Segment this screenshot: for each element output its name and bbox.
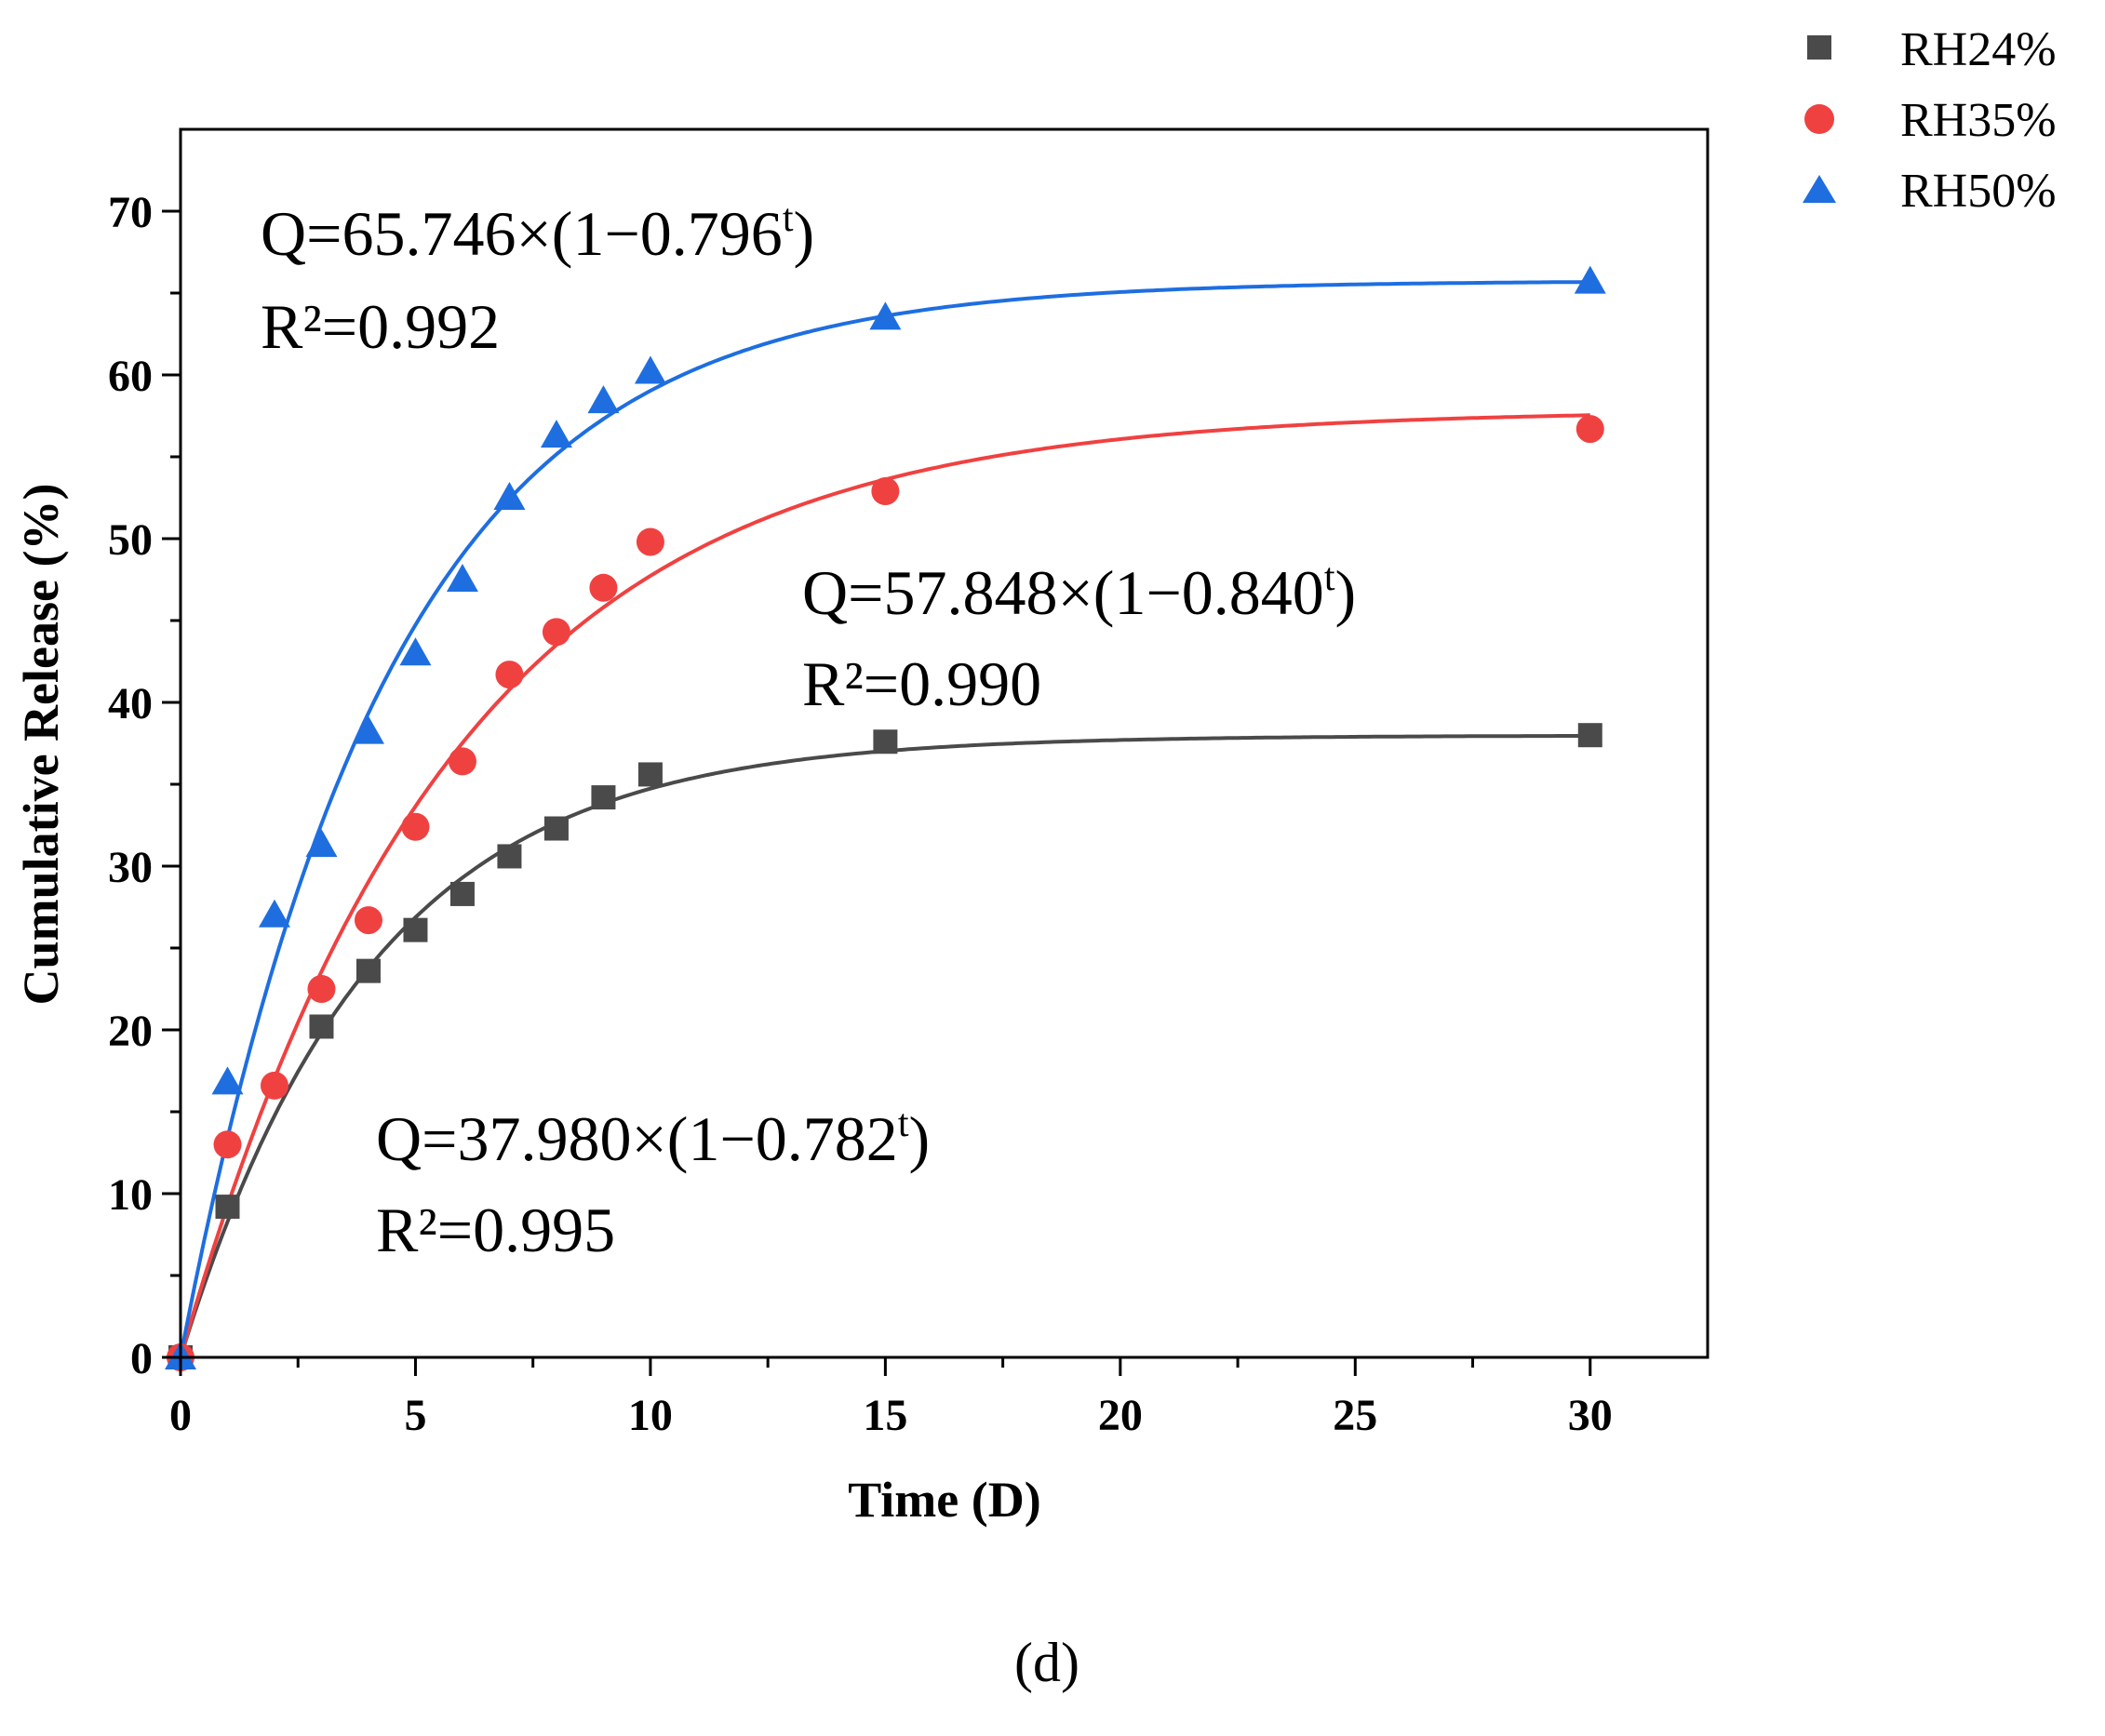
data-points — [165, 265, 1606, 1371]
legend-item-rh24: RH24% — [1807, 23, 2057, 76]
data-point-rh24 — [1577, 723, 1602, 748]
y-tick-label: 30 — [108, 843, 153, 892]
x-tick-label: 20 — [1098, 1391, 1143, 1440]
y-tick-label: 40 — [108, 679, 153, 728]
svg-text:Q=57.848×(1−0.840t): Q=57.848×(1−0.840t) — [802, 556, 1356, 628]
svg-text:Q=37.980×(1−0.782t): Q=37.980×(1−0.782t) — [376, 1102, 930, 1174]
y-tick-label: 10 — [108, 1170, 153, 1220]
data-point-rh35 — [495, 661, 524, 689]
data-point-rh35 — [401, 812, 430, 841]
svg-text:RH35%: RH35% — [1900, 94, 2057, 147]
data-point-rh50 — [587, 385, 620, 414]
svg-text:RH24%: RH24% — [1900, 23, 2057, 76]
y-axis-title: Cumulative Release (%) — [13, 484, 69, 1006]
data-point-rh24 — [355, 958, 381, 983]
data-point-rh50 — [446, 564, 478, 592]
y-axis-ticks: 0 10 20 30 40 50 60 70 — [108, 188, 181, 1383]
data-point-rh24 — [497, 844, 522, 869]
data-point-rh35 — [213, 1130, 242, 1159]
panel-label: (d) — [1014, 1632, 1079, 1693]
legend-marker-circle-icon — [1804, 104, 1834, 134]
legend-marker-triangle-icon — [1803, 175, 1836, 203]
svg-text:R²=0.995: R²=0.995 — [376, 1195, 615, 1265]
data-point-rh35 — [636, 527, 664, 556]
data-point-rh35 — [542, 618, 570, 647]
data-point-rh24 — [403, 917, 428, 942]
data-point-rh50 — [869, 301, 902, 330]
data-point-rh35 — [307, 975, 336, 1003]
svg-text:R²=0.992: R²=0.992 — [261, 291, 500, 362]
x-tick-label: 10 — [628, 1391, 673, 1440]
data-point-rh35 — [354, 906, 382, 935]
data-point-rh50 — [540, 420, 572, 448]
data-point-rh50 — [258, 899, 290, 928]
data-point-rh24 — [637, 762, 663, 787]
y-tick-label: 70 — [108, 188, 153, 237]
data-point-rh50 — [305, 829, 338, 858]
legend: RH24% RH35% RH50% — [1803, 23, 2057, 218]
svg-text:RH50%: RH50% — [1900, 165, 2057, 218]
svg-text:Q=65.746×(1−0.796t): Q=65.746×(1−0.796t) — [261, 197, 814, 269]
data-point-rh35 — [260, 1071, 288, 1100]
plot-frame — [179, 127, 1709, 1359]
x-axis-title: Time (D) — [848, 1472, 1040, 1528]
data-point-rh35 — [448, 747, 476, 776]
x-tick-label: 5 — [404, 1391, 426, 1440]
equation-rh24: Q=37.980×(1−0.782t) R²=0.995 — [376, 1102, 930, 1265]
x-tick-label: 0 — [169, 1391, 192, 1440]
x-tick-label: 25 — [1333, 1391, 1377, 1440]
legend-marker-square-icon — [1807, 35, 1831, 60]
equation-rh35: Q=57.848×(1−0.840t) R²=0.990 — [802, 556, 1356, 719]
data-point-rh50 — [493, 482, 526, 510]
data-point-rh35 — [1575, 415, 1604, 444]
legend-item-rh50: RH50% — [1803, 165, 2057, 218]
x-tick-label: 15 — [863, 1391, 907, 1440]
data-point-rh24 — [543, 816, 569, 841]
y-tick-label: 20 — [108, 1007, 153, 1056]
equation-rh50: Q=65.746×(1−0.796t) R²=0.992 — [261, 197, 814, 362]
data-point-rh50 — [634, 355, 666, 384]
data-point-rh50 — [399, 637, 432, 666]
data-point-rh50 — [1574, 265, 1606, 294]
data-point-rh50 — [352, 715, 384, 744]
data-point-rh50 — [211, 1066, 244, 1095]
data-point-rh24 — [215, 1195, 240, 1220]
data-point-rh24 — [873, 729, 898, 754]
x-tick-label: 30 — [1568, 1391, 1613, 1440]
y-tick-label: 60 — [108, 352, 153, 401]
data-point-rh24 — [591, 785, 616, 810]
svg-text:R²=0.990: R²=0.990 — [802, 648, 1041, 719]
y-tick-label: 50 — [108, 515, 153, 565]
y-tick-label: 0 — [130, 1334, 153, 1383]
data-point-rh35 — [589, 573, 618, 602]
data-point-rh24 — [309, 1014, 334, 1039]
data-point-rh24 — [449, 881, 475, 906]
x-axis-ticks: 0 5 10 15 20 25 30 — [169, 1357, 1613, 1440]
legend-item-rh35: RH35% — [1804, 94, 2057, 147]
data-point-rh35 — [871, 476, 900, 505]
